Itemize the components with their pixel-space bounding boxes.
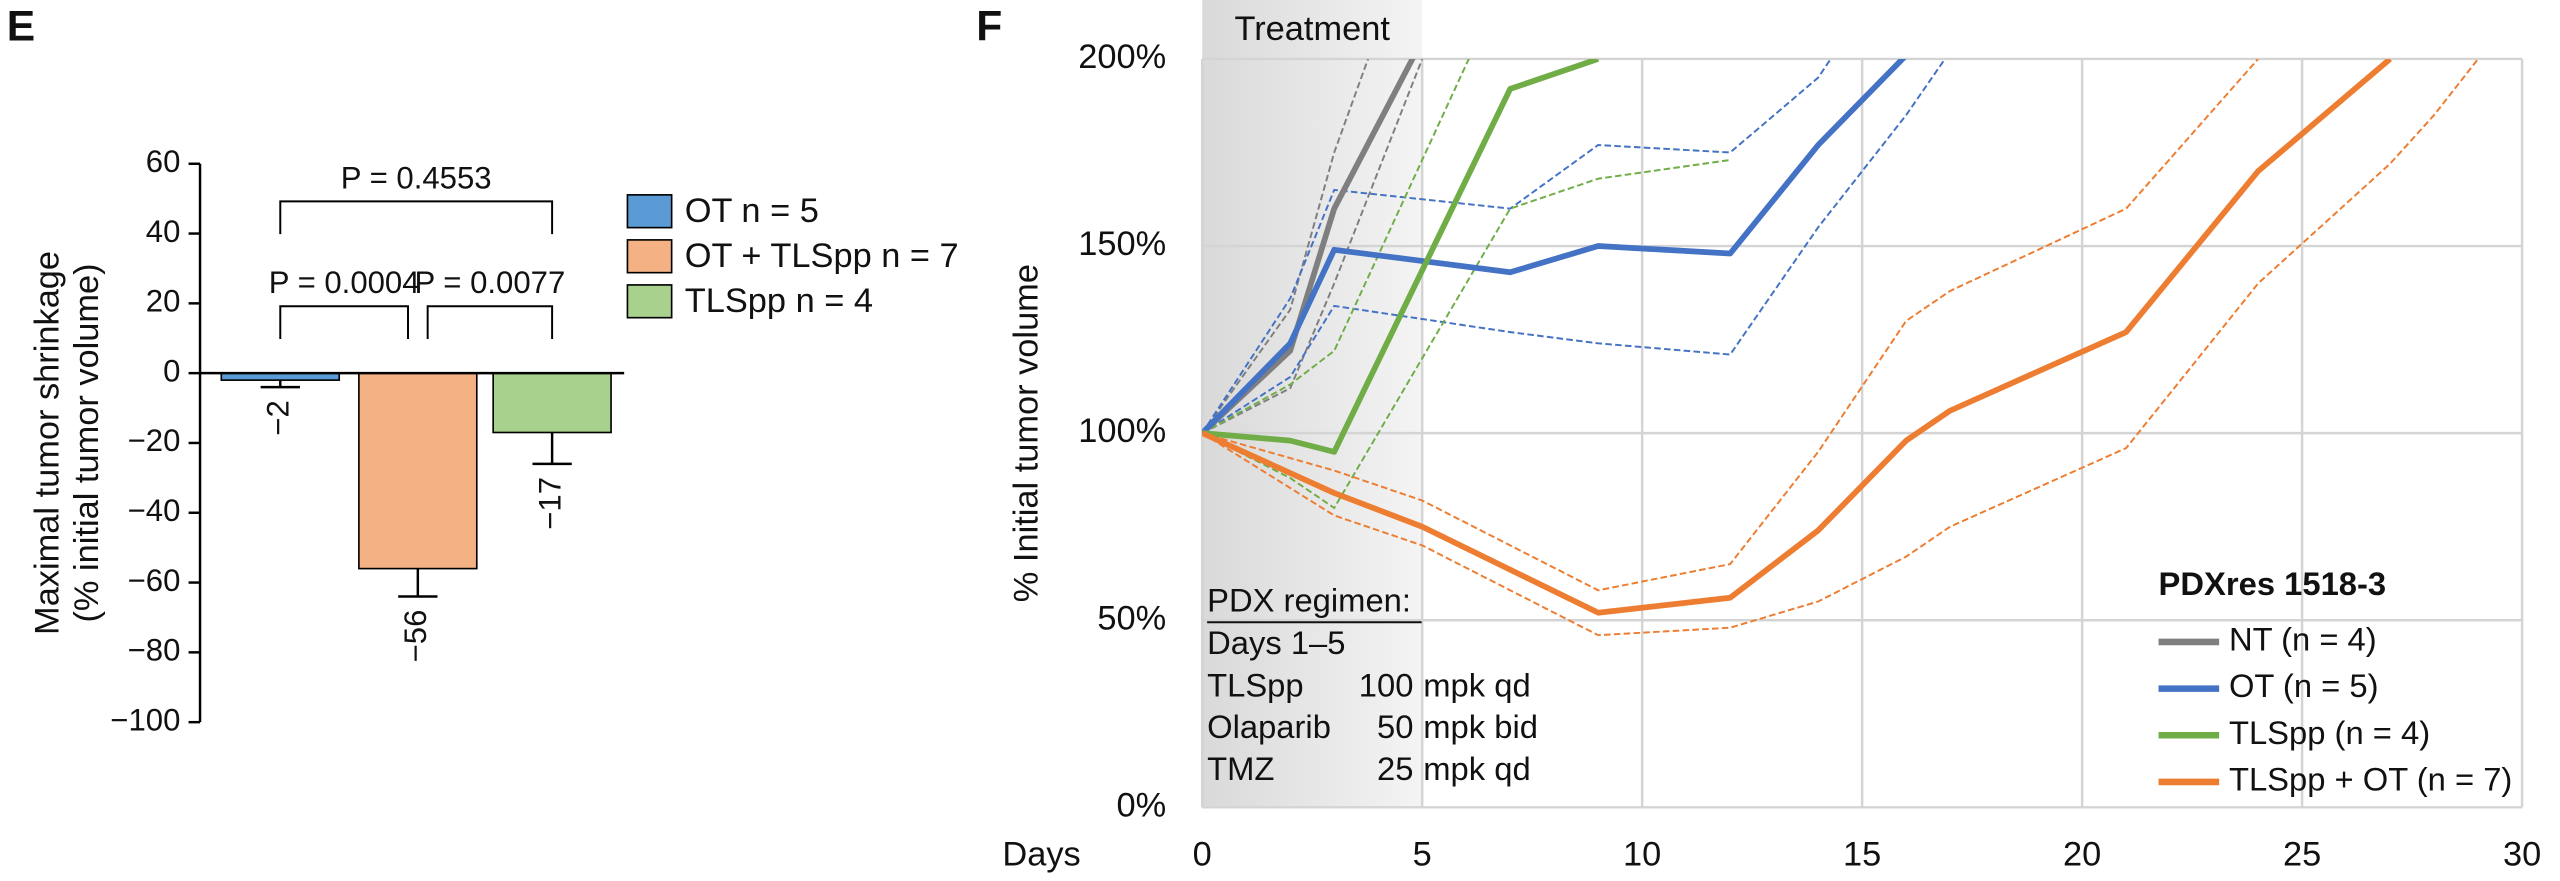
y-tick-label: 200%: [1078, 38, 1166, 76]
treatment-label: Treatment: [1235, 10, 1391, 48]
x-tick-label: 25: [2283, 836, 2321, 874]
legend-label: TLSpp + OT (n = 7): [2229, 761, 2512, 798]
regimen-dose: 25: [1377, 750, 1413, 787]
confidence-line: [1202, 58, 2479, 637]
legend-label: OT n = 5: [685, 192, 819, 230]
x-tick-label: 20: [2063, 836, 2101, 874]
series-line: [1202, 58, 2392, 616]
regimen-dose: 100: [1359, 666, 1414, 703]
p-value: P = 0.0077: [414, 265, 565, 300]
legend-swatch: [626, 284, 673, 319]
value-label: −56: [398, 610, 433, 663]
x-tick-label: 5: [1413, 836, 1432, 874]
significance-bracket: [279, 200, 554, 235]
legend-swatch: [626, 239, 673, 274]
confidence-line: [1202, 58, 1947, 434]
y-tick-label: 0: [163, 353, 180, 388]
y-tick-label: 60: [146, 144, 181, 179]
y-tick-label: −100: [110, 702, 180, 737]
y-tick-label: −40: [128, 493, 181, 528]
x-tick-label: 15: [1843, 836, 1881, 874]
significance-bracket: [426, 305, 554, 339]
y-tick-label: −60: [128, 563, 181, 598]
confidence-line: [1202, 58, 1832, 434]
y-tick-label: 100%: [1078, 412, 1166, 450]
x-tick-label: 30: [2503, 836, 2541, 874]
legend-swatch: [626, 194, 673, 229]
regimen-drug: Olaparib: [1207, 708, 1331, 745]
p-value: P = 0.4553: [341, 160, 492, 195]
x-tick-label: 10: [1623, 836, 1661, 874]
bar: [492, 372, 612, 434]
y-tick-label: 40: [146, 214, 181, 249]
y-tick-label: 50%: [1097, 599, 1166, 637]
y-tick-label: −20: [128, 423, 181, 458]
regimen-unit: mpk bid: [1423, 708, 1538, 745]
legend-label: OT (n = 5): [2229, 667, 2379, 704]
regimen-title: PDX regimen:: [1207, 581, 1411, 618]
legend-title: PDXres 1518-3: [2159, 565, 2387, 602]
confidence-line: [1202, 58, 1424, 435]
series-line: [1202, 58, 1600, 455]
panel-label: F: [976, 3, 1002, 51]
bar: [358, 372, 478, 570]
p-value: P = 0.0004: [269, 265, 420, 300]
regimen-unit: mpk qd: [1423, 750, 1530, 787]
regimen-days: Days 1–5: [1207, 624, 1345, 661]
y-tick-label: 150%: [1078, 225, 1166, 263]
plot-area: [1202, 58, 2479, 637]
y-axis-label: (% initial tumor volume): [68, 263, 106, 622]
significance-bracket: [279, 305, 409, 339]
treatment-shade: [1202, 0, 1423, 808]
panel-label: E: [7, 3, 35, 51]
legend-label: NT (n = 4): [2229, 621, 2377, 658]
x-axis-label: Days: [1002, 836, 1080, 874]
regimen-dose: 50: [1377, 708, 1413, 745]
regimen-drug: TLSpp: [1207, 666, 1304, 703]
series-line: [1202, 58, 1907, 436]
confidence-line: [1202, 159, 1731, 510]
y-axis-label: Maximal tumor shrinkage: [28, 251, 66, 635]
y-tick-label: −80: [128, 633, 181, 668]
regimen-drug: TMZ: [1207, 750, 1274, 787]
legend-label: OT + TLSpp n = 7: [685, 237, 959, 275]
confidence-line: [1202, 58, 2259, 592]
value-label: −17: [532, 477, 567, 530]
y-tick-label: 0%: [1117, 786, 1167, 824]
y-tick-label: 20: [146, 284, 181, 319]
value-label: −2: [260, 400, 295, 435]
legend-label: TLSpp (n = 4): [2229, 714, 2430, 751]
regimen-unit: mpk qd: [1423, 666, 1530, 703]
legend-label: TLSpp n = 4: [685, 282, 873, 320]
y-axis-label: % Initial tumor volume: [1008, 264, 1046, 602]
x-tick-label: 0: [1193, 836, 1212, 874]
